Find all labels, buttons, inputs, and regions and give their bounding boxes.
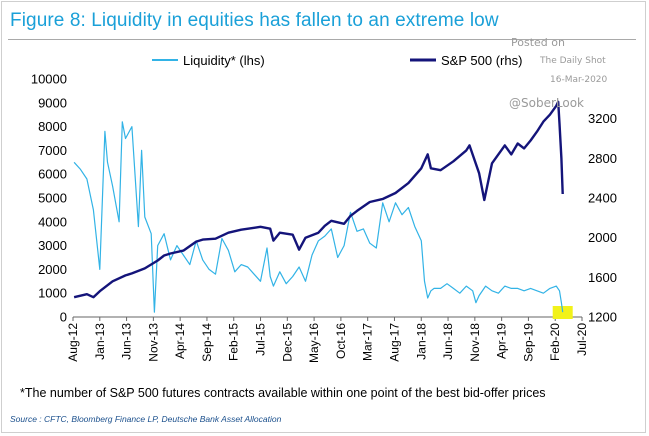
figure-title: Figure 8: Liquidity in equities has fall… <box>10 10 499 31</box>
series-liquidity-line <box>73 121 564 313</box>
y-left-tick-label: 3000 <box>38 238 67 253</box>
y-left-tick-label: 10000 <box>31 72 67 87</box>
x-tick-label: Mar-17 <box>361 323 375 361</box>
x-tick-label: Dec-15 <box>280 323 294 362</box>
watermark-publisher: The Daily Shot <box>540 56 606 66</box>
watermark-posted-on: Posted on <box>511 36 565 49</box>
y-right-tick-label: 1600 <box>588 270 617 285</box>
series-sp500-line <box>73 100 564 299</box>
watermark-handle: @SoberLook <box>509 96 584 110</box>
x-axis: Aug-12 Jan-13 Jun-13 Nov-13 Apr-14 Sep-14 Feb-… <box>66 316 589 363</box>
highlight-box <box>552 306 573 319</box>
y-left-tick-label: 5000 <box>38 191 67 206</box>
footnote: *The number of S&P 500 futures contracts… <box>20 386 546 400</box>
x-tick-label: Sep-14 <box>200 323 214 362</box>
x-tick-label: Jan-18 <box>414 323 428 360</box>
legend-label-sp500: S&P 500 (rhs) <box>441 53 522 68</box>
y-left-tick-label: 7000 <box>38 143 67 158</box>
x-tick-label: Nov-13 <box>146 323 160 362</box>
x-tick-label: Feb-15 <box>227 323 241 361</box>
x-tick-label: May-16 <box>307 323 321 363</box>
x-tick-label: Jan-13 <box>93 323 107 360</box>
right-axis: 1200 1600 2000 2400 2800 3200 <box>588 111 617 324</box>
y-left-tick-label: 0 <box>60 310 67 325</box>
x-tick-label: Aug-17 <box>387 323 401 362</box>
x-tick-label: Apr-14 <box>173 323 187 359</box>
series-layer <box>73 100 564 313</box>
x-tick-label: Jun-13 <box>120 323 134 360</box>
y-left-tick-label: 2000 <box>38 262 67 277</box>
source-note: Source : CFTC, Bloomberg Finance LP, Deu… <box>10 414 282 424</box>
x-tick-label: Aug-12 <box>66 323 80 362</box>
x-tick-label: Sep-19 <box>521 323 535 362</box>
y-left-tick-label: 6000 <box>38 167 67 182</box>
y-right-tick-label: 2800 <box>588 151 617 166</box>
y-left-tick-label: 4000 <box>38 214 67 229</box>
title-divider <box>8 39 636 40</box>
legend: Liquidity* (lhs) S&P 500 (rhs) <box>152 53 522 68</box>
x-tick-label: Jul-15 <box>254 323 268 356</box>
x-tick-label: Nov-18 <box>468 323 482 362</box>
x-tick-label: Apr-19 <box>495 323 509 359</box>
y-right-tick-label: 3200 <box>588 111 617 126</box>
y-right-tick-label: 1200 <box>588 310 617 325</box>
y-right-tick-label: 2000 <box>588 230 617 245</box>
x-tick-label: Feb-20 <box>548 323 562 361</box>
x-tick-label: Jul-20 <box>575 323 589 356</box>
y-left-tick-label: 9000 <box>38 95 67 110</box>
y-left-tick-label: 1000 <box>38 286 67 301</box>
watermark-date: 16-Mar-2020 <box>550 75 608 85</box>
y-left-tick-label: 8000 <box>38 119 67 134</box>
x-tick-label: Jun-18 <box>441 323 455 360</box>
y-right-tick-label: 2400 <box>588 191 617 206</box>
left-axis: 0 1000 2000 3000 4000 5000 6000 7000 8000 9000 100… <box>31 72 67 325</box>
x-tick-label: Oct-16 <box>334 323 348 359</box>
legend-label-liquidity: Liquidity* (lhs) <box>183 53 265 68</box>
